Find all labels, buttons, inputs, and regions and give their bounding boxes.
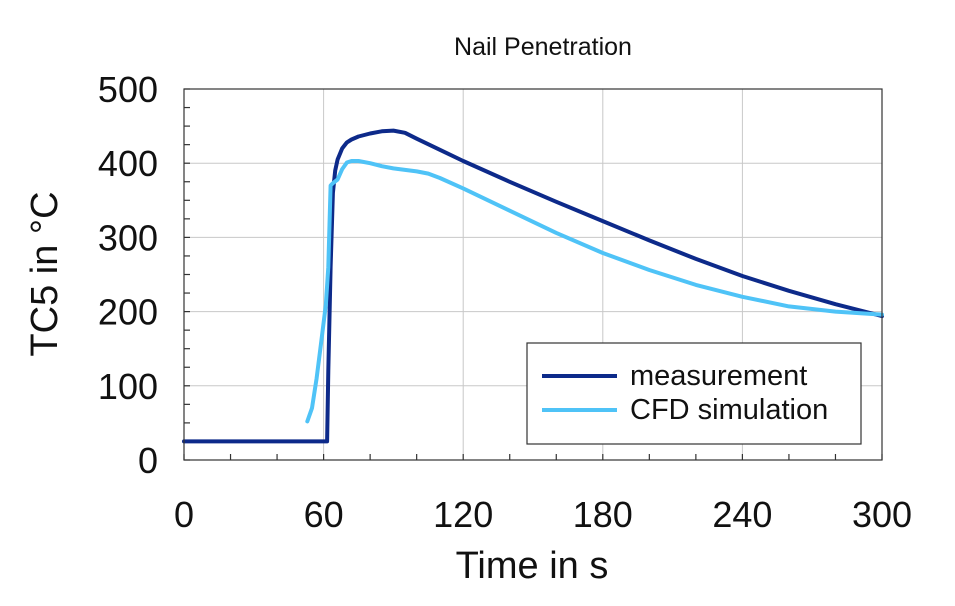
- y-tick-label: 400: [98, 143, 158, 184]
- legend-box: [526, 342, 862, 445]
- y-tick-label: 200: [98, 292, 158, 333]
- x-axis-label: Time in s: [456, 545, 609, 587]
- series-line-cfd-simulation: [305, 159, 884, 424]
- y-axis-tick-labels: 0 100 200 300 400 500: [98, 69, 158, 481]
- y-axis-label: TC5 in °C: [24, 191, 66, 356]
- series-line-measurement: [182, 128, 884, 444]
- chart-title: Nail Penetration: [454, 33, 632, 61]
- y-tick-label: 500: [98, 69, 158, 110]
- x-tick-label: 300: [852, 494, 912, 535]
- y-tick-label: 100: [98, 366, 158, 407]
- legend: measurement CFD simulation: [526, 342, 862, 445]
- y-tick-label: 0: [138, 440, 158, 481]
- x-tick-label: 240: [712, 494, 772, 535]
- x-tick-label: 60: [304, 494, 344, 535]
- plot-area-frame: [183, 88, 883, 461]
- x-tick-label: 0: [174, 494, 194, 535]
- x-tick-label: 120: [433, 494, 493, 535]
- series-lines: [182, 128, 884, 444]
- x-axis-tick-labels: 0 60 120 180 240 300: [174, 494, 912, 535]
- y-tick-label: 300: [98, 217, 158, 258]
- x-tick-label: 180: [573, 494, 633, 535]
- legend-label-measurement: measurement: [630, 360, 807, 392]
- legend-label-cfd-simulation: CFD simulation: [630, 394, 828, 426]
